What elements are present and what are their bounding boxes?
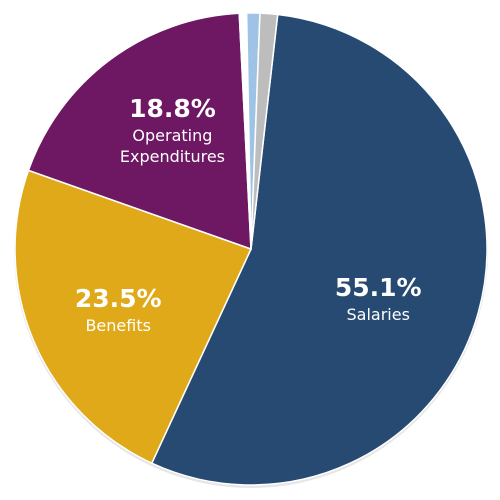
pie-slice-benefits [14, 169, 253, 465]
slice-label-operating-expenditures-line-0: Operating [132, 126, 212, 145]
slice-percent-operating-expenditures: 18.8% [129, 94, 216, 123]
pie-slices [14, 12, 488, 486]
pie-slice-operating-expenditures [27, 12, 252, 251]
slice-percent-salaries: 55.1% [335, 273, 422, 302]
pie-labels: 55.1% Salaries 23.5% Benefits 18.8% Operating… [75, 94, 422, 335]
slice-label-operating-expenditures-line-1: Expenditures [120, 147, 225, 166]
pie-slice-salaries [150, 13, 488, 486]
pie-slice-minor-5 [250, 12, 279, 250]
slice-percent-benefits: 23.5% [75, 284, 162, 313]
slice-label-salaries-line-0: Salaries [346, 305, 409, 324]
slice-label-benefits-line-0: Benefits [85, 316, 151, 335]
